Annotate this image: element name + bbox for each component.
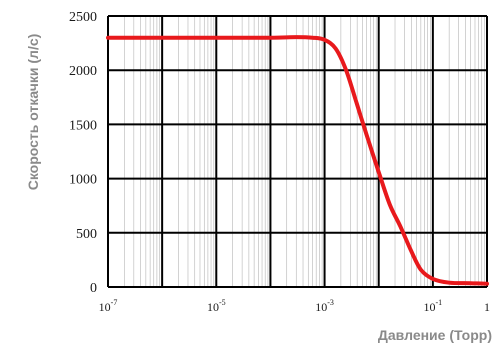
major-gridlines — [107, 15, 488, 288]
x-tick-labels: 10-7 10-5 10-3 10-1 1 — [99, 298, 490, 314]
x-axis-title: Давление (Торр) — [378, 327, 492, 343]
y-tick-label: 500 — [76, 227, 97, 242]
minor-gridlines — [123, 16, 485, 287]
x-tick-label: 10-7 — [99, 298, 118, 314]
y-tick-label: 2000 — [69, 64, 97, 79]
series-line — [106, 35, 489, 286]
y-tick-label: 0 — [90, 281, 97, 296]
x-tick-label: 10-5 — [207, 298, 226, 314]
y-tick-label: 1000 — [69, 173, 97, 188]
series-layer — [106, 35, 489, 286]
y-tick-label: 1500 — [69, 118, 97, 133]
y-tick-label: 2500 — [69, 10, 97, 25]
x-tick-label: 10-1 — [424, 298, 443, 314]
y-axis-title: Скорость откачки (л/с) — [25, 34, 41, 191]
y-tick-labels: 0 500 1000 1500 2000 2500 — [69, 10, 97, 296]
x-tick-label: 1 — [484, 300, 490, 314]
x-tick-label: 10-3 — [315, 298, 334, 314]
